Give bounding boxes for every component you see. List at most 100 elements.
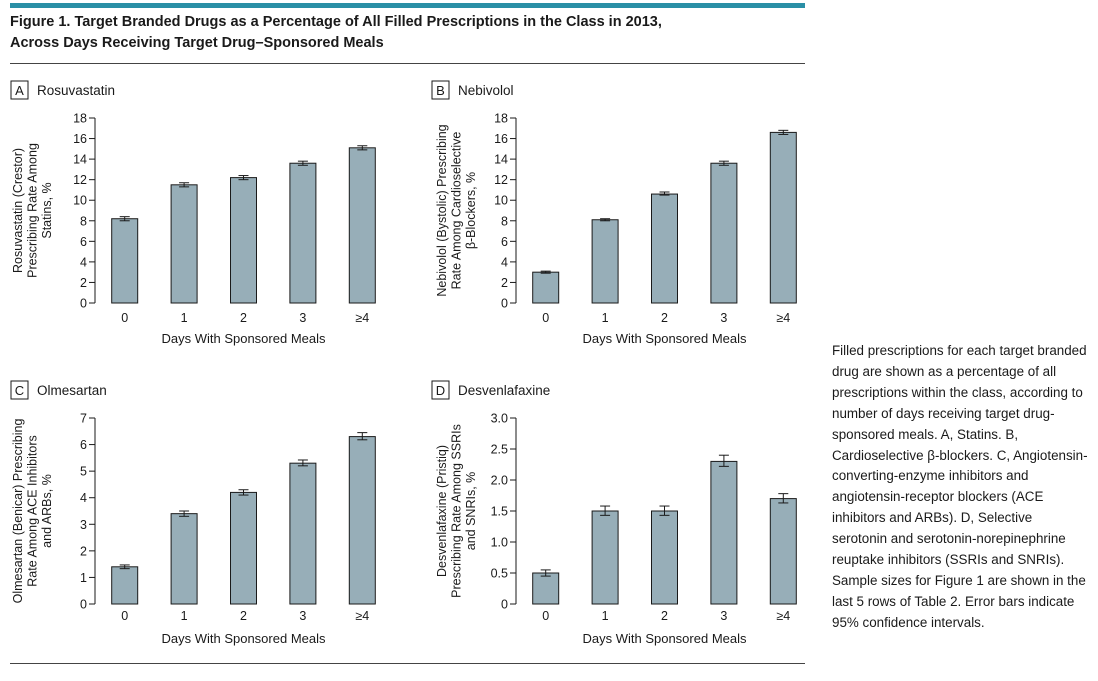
bar bbox=[710, 162, 738, 304]
figure-title: Figure 1. Target Branded Drugs as a Perc… bbox=[10, 12, 800, 54]
y-axis-label-line: Rosuvastatin (Crestor) bbox=[11, 148, 25, 273]
y-tick-label: 1.0 bbox=[491, 536, 508, 550]
panel-letter-box bbox=[10, 80, 29, 100]
y-tick-label: 8 bbox=[501, 214, 508, 228]
bar bbox=[111, 566, 139, 605]
y-axis-label: Rosuvastatin (Crestor)Prescribing Rate A… bbox=[11, 143, 54, 278]
y-tick-label: 12 bbox=[73, 173, 87, 187]
y-tick-label: 12 bbox=[494, 173, 508, 187]
bar bbox=[591, 510, 619, 605]
y-tick-label: 6 bbox=[80, 235, 87, 249]
y-tick-label: 3.0 bbox=[491, 412, 508, 426]
panel-title: Nebivolol bbox=[458, 83, 514, 98]
panel-letter: C bbox=[15, 383, 24, 398]
y-axis-label-line: Nebivolol (Bystolic) Prescribing bbox=[435, 124, 449, 296]
y-tick-label: 0 bbox=[80, 598, 87, 612]
bar bbox=[230, 177, 257, 304]
x-tick-label: 3 bbox=[720, 311, 727, 325]
x-axis-label: Days With Sponsored Meals bbox=[582, 331, 747, 346]
y-axis-label-line: Rate Among Cardioselective bbox=[450, 132, 464, 290]
panel-letter: B bbox=[436, 83, 445, 98]
chart-panel-rosuvastatin: A Rosuvastatin024681012141618Rosuvastatin… bbox=[10, 80, 376, 346]
bar bbox=[289, 462, 317, 605]
y-tick-label: 4 bbox=[80, 491, 87, 505]
bar bbox=[170, 513, 198, 605]
y-tick-label: 6 bbox=[501, 235, 508, 249]
y-tick-label: 0 bbox=[80, 297, 87, 311]
y-tick-label: 2.0 bbox=[491, 474, 508, 488]
y-tick-label: 14 bbox=[73, 153, 87, 167]
chart-panel-nebivolol: B Nebivolol 0 2 4 6 8 10 12 14 16 18 Nebivolol (Byst… bbox=[431, 80, 797, 346]
x-tick-label: 2 bbox=[661, 609, 668, 623]
panel-letter-box bbox=[10, 380, 29, 400]
y-tick-label: 2 bbox=[80, 276, 87, 290]
chart-panel-desvenlafaxine: D Desvenlafaxine 0 0.5 1.0 1.5 2.0 2.5 3.0 Desven… bbox=[431, 380, 797, 646]
bar bbox=[532, 572, 560, 605]
panel-title: Desvenlafaxine bbox=[458, 383, 550, 398]
bar bbox=[769, 131, 797, 304]
y-tick-label: 2 bbox=[501, 276, 508, 290]
y-axis-label-line: Olmesartan (Benicar) Prescribing bbox=[11, 419, 25, 604]
panel-letter-box bbox=[431, 80, 450, 100]
x-tick-label: ≥4 bbox=[776, 609, 790, 623]
x-tick-label: ≥4 bbox=[355, 609, 369, 623]
x-tick-label: 0 bbox=[121, 311, 128, 325]
bar bbox=[651, 510, 678, 605]
bar bbox=[532, 271, 560, 304]
x-tick-label: ≥4 bbox=[776, 311, 790, 325]
x-axis-label: Days With Sponsored Meals bbox=[161, 631, 326, 646]
y-axis-label-line: and SNRIs, % bbox=[464, 472, 478, 551]
bar bbox=[289, 162, 317, 304]
bottom-divider bbox=[10, 663, 805, 664]
y-tick-label: 3 bbox=[80, 518, 87, 532]
panel-title: Rosuvastatin bbox=[37, 83, 115, 98]
x-tick-label: 1 bbox=[181, 311, 188, 325]
y-tick-label: 14 bbox=[494, 153, 508, 167]
x-tick-label: 2 bbox=[240, 609, 247, 623]
title-divider bbox=[10, 63, 805, 64]
bar bbox=[348, 436, 376, 605]
figure-title-line-2: Across Days Receiving Target Drug–Sponso… bbox=[10, 35, 384, 51]
bar bbox=[591, 219, 619, 304]
bar bbox=[230, 491, 257, 605]
y-tick-label: 5 bbox=[80, 465, 87, 479]
x-tick-label: 1 bbox=[602, 609, 609, 623]
x-tick-label: ≥4 bbox=[355, 311, 369, 325]
y-axis-label: Desvenlafaxine (Pristiq)Prescribing Rate… bbox=[435, 424, 478, 598]
x-tick-label: 0 bbox=[542, 609, 549, 623]
y-tick-label: 2 bbox=[80, 544, 87, 558]
x-tick-label: 3 bbox=[720, 609, 727, 623]
y-tick-label: 16 bbox=[73, 132, 87, 146]
y-tick-label: 6 bbox=[80, 438, 87, 452]
x-axis-label: Days With Sponsored Meals bbox=[582, 631, 747, 646]
y-tick-label: 1 bbox=[80, 571, 87, 585]
x-tick-label: 1 bbox=[181, 609, 188, 623]
y-tick-label: 4 bbox=[80, 255, 87, 269]
y-tick-label: 10 bbox=[494, 194, 508, 208]
figure-title-line-1: Figure 1. Target Branded Drugs as a Perc… bbox=[10, 14, 662, 30]
y-axis-label: Nebivolol (Bystolic) PrescribingRate Amo… bbox=[435, 124, 478, 296]
y-tick-label: 18 bbox=[494, 112, 508, 126]
panel-letter: D bbox=[436, 383, 445, 398]
bar bbox=[769, 498, 797, 605]
accent-bar bbox=[10, 3, 805, 8]
y-axis-label-line: Desvenlafaxine (Pristiq) bbox=[435, 445, 449, 577]
y-axis-label: Olmesartan (Benicar) PrescribingRate Amo… bbox=[11, 419, 54, 604]
figure-panels: A Rosuvastatin024681012141618Rosuvastatin… bbox=[10, 80, 797, 646]
bar bbox=[111, 218, 139, 304]
y-tick-label: 0 bbox=[501, 598, 508, 612]
panel-title: Olmesartan bbox=[37, 383, 107, 398]
y-axis-label-line: Prescribing Rate Among bbox=[26, 143, 40, 278]
y-tick-label: 4 bbox=[501, 255, 508, 269]
x-tick-label: 0 bbox=[542, 311, 549, 325]
y-axis-label-line: β-Blockers, % bbox=[464, 172, 478, 249]
y-tick-label: 7 bbox=[80, 412, 87, 426]
x-tick-label: 3 bbox=[299, 609, 306, 623]
chart-panel-olmesartan: C Olmesartan 0 1 2 3 4 5 6 7 Olmesartan (Benicar) … bbox=[10, 380, 376, 646]
y-axis-label-line: Statins, % bbox=[40, 182, 54, 238]
y-axis-label-line: and ARBs, % bbox=[40, 474, 54, 548]
y-tick-label: 16 bbox=[494, 132, 508, 146]
x-tick-label: 1 bbox=[602, 311, 609, 325]
figure-caption: Filled prescriptions for each target bra… bbox=[832, 343, 1088, 630]
y-axis-label-line: Rate Among ACE Inhibitors bbox=[26, 435, 40, 586]
